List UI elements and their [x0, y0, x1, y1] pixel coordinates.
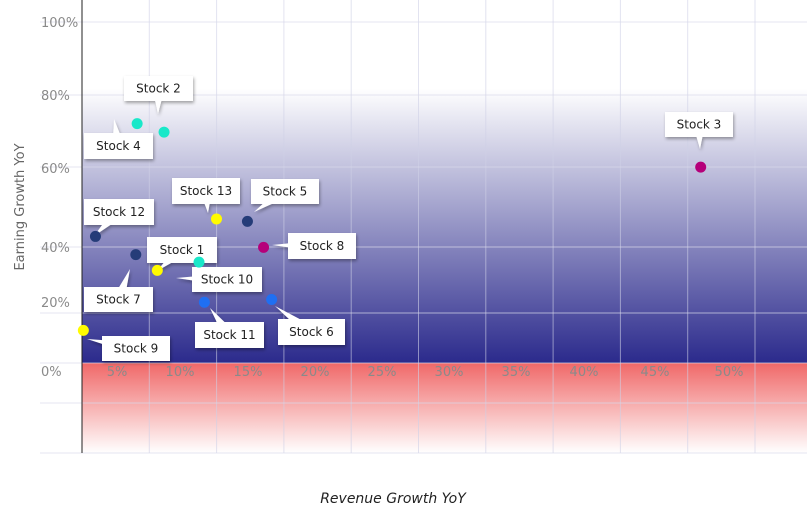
callout-box: [124, 76, 193, 101]
data-point[interactable]: [151, 264, 163, 276]
point-label: Stock 11: [203, 328, 255, 342]
y-tick-label: 60%: [41, 162, 70, 177]
data-point[interactable]: [258, 241, 270, 253]
data-point[interactable]: [89, 230, 101, 242]
callout-box: [288, 233, 356, 259]
data-point[interactable]: [241, 215, 253, 227]
callout: Stock 9: [87, 336, 170, 361]
callout: Stock 11: [195, 308, 264, 348]
x-tick-label: 30%: [435, 365, 464, 380]
callout: Stock 10: [176, 267, 262, 292]
x-axis-title: Revenue Growth YoY: [320, 491, 467, 507]
callout-box: [84, 287, 153, 312]
callout: Stock 4: [84, 119, 153, 159]
x-tick-label: 45%: [641, 365, 670, 380]
data-point[interactable]: [211, 213, 222, 225]
callout-box: [84, 133, 153, 159]
point-callouts: Stock 1 Stock 2 Stock 3 Stock 4 Stock 5 Stock…: [84, 76, 733, 361]
y-tick-label: 80%: [41, 89, 70, 104]
point-label: Stock 3: [677, 118, 722, 132]
point-label: Stock 2: [136, 82, 181, 96]
callout-box: [251, 179, 319, 204]
callout-box: [84, 199, 154, 225]
x-tick-label: 50%: [715, 365, 744, 380]
y-tick-label: 40%: [41, 241, 70, 256]
callout: Stock 13: [172, 178, 240, 213]
point-label: Stock 4: [96, 139, 141, 153]
point-label: Stock 5: [263, 185, 308, 199]
x-tick-label: 40%: [570, 365, 599, 380]
callout: Stock 8: [272, 233, 356, 259]
callout-box: [172, 178, 240, 204]
point-label: Stock 13: [180, 184, 232, 198]
point-label: Stock 9: [114, 342, 159, 356]
x-tick-label: 5%: [107, 365, 128, 380]
negative-band: [82, 363, 807, 453]
callout-box: [192, 267, 262, 292]
x-tick-label: 25%: [368, 365, 397, 380]
callout: Stock 3: [665, 112, 733, 149]
y-tick-label: 0%: [41, 365, 62, 380]
point-label: Stock 7: [96, 293, 141, 307]
point-label: Stock 8: [300, 239, 345, 253]
point-label: Stock 10: [201, 273, 253, 287]
x-tick-label: 15%: [234, 365, 263, 380]
point-label: Stock 6: [289, 325, 334, 339]
callout: Stock 6: [275, 306, 345, 345]
point-label: Stock 12: [93, 205, 145, 219]
gridlines: [40, 0, 807, 454]
callout-box: [102, 336, 170, 361]
x-tick-label: 35%: [502, 365, 531, 380]
data-point[interactable]: [198, 296, 210, 308]
data-point[interactable]: [695, 161, 707, 173]
callout-box: [195, 322, 264, 348]
y-tick-label: 20%: [41, 296, 70, 311]
callout-box: [665, 112, 733, 137]
point-label: Stock 1: [160, 243, 205, 257]
data-point[interactable]: [77, 324, 89, 336]
x-tick-label: 20%: [301, 365, 330, 380]
callout: Stock 2: [124, 76, 193, 114]
callout-box: [147, 237, 217, 263]
data-points: [77, 118, 707, 336]
data-point[interactable]: [193, 256, 205, 268]
y-axis-title: Earning Growth YoY: [13, 143, 28, 270]
tick-labels: 0% 20% 40% 60% 80% 100% 5% 10% 15% 20% 25% 30% 35% 40…: [41, 16, 743, 380]
callout-box: [278, 319, 345, 345]
callout: Stock 1: [147, 237, 217, 271]
x-tick-label: 10%: [166, 365, 195, 380]
data-point[interactable]: [158, 126, 170, 138]
callout: Stock 5: [251, 179, 319, 212]
data-point[interactable]: [131, 118, 143, 130]
y-tick-label: 100%: [41, 16, 78, 31]
callout: Stock 7: [84, 269, 153, 312]
data-point[interactable]: [266, 294, 278, 306]
callout: Stock 12: [84, 199, 154, 236]
data-point[interactable]: [130, 249, 142, 261]
